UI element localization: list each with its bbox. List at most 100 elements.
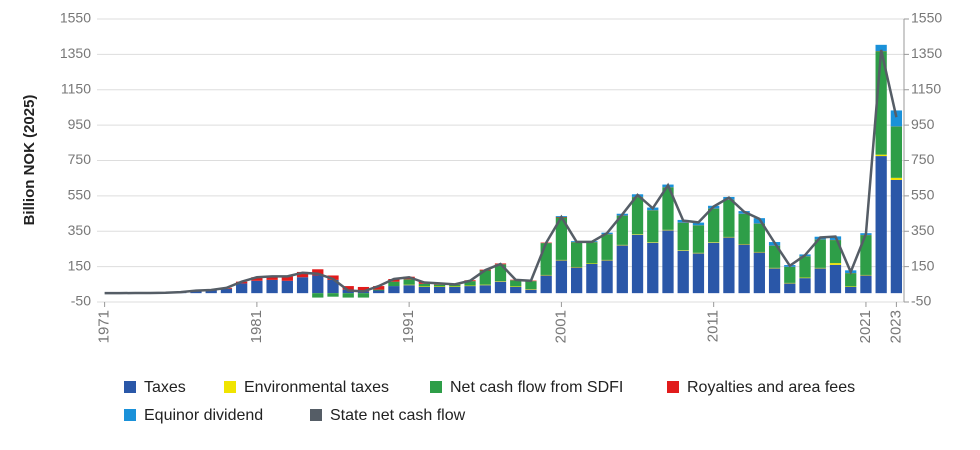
bar-segment [692, 225, 705, 253]
bar-segment [829, 264, 842, 294]
bar-segment [845, 286, 857, 294]
bar-segment [708, 208, 720, 243]
bar-segment [753, 251, 765, 253]
bar-segment [814, 268, 826, 294]
y2-tick-label: 750 [911, 151, 935, 167]
y-tick-label: 350 [68, 222, 92, 238]
bar-segment [555, 259, 568, 261]
bar-segment [479, 270, 491, 285]
bar-segment [433, 284, 446, 287]
bar-segment [723, 237, 735, 294]
y2-tick-label: 350 [911, 222, 935, 238]
legend-label: Environmental taxes [244, 379, 389, 396]
y2-tick-label: 1550 [911, 10, 942, 26]
bar-segment [205, 290, 217, 294]
y-tick-label: 1550 [60, 10, 91, 26]
y2-tick-label: 150 [911, 257, 935, 273]
bar-segment [281, 276, 293, 281]
bar-segment [525, 281, 537, 290]
bar-segment [510, 280, 522, 287]
bar-segment [768, 268, 781, 294]
bar-segment [799, 256, 811, 278]
y2-tick-label: -50 [911, 293, 931, 309]
legend-label: Net cash flow from SDFI [450, 379, 623, 396]
bar-segment [540, 243, 552, 275]
bar-segment [342, 286, 354, 290]
bar-segment [190, 291, 202, 294]
bar-segment [784, 283, 796, 294]
bar-segment [403, 284, 415, 286]
bar-segment [784, 266, 796, 283]
bar-segment [799, 277, 811, 279]
bar-segment [327, 279, 339, 294]
bar-segment [784, 282, 796, 284]
bar-segment [586, 263, 598, 294]
bar-segment [494, 281, 507, 294]
y-tick-label: 1150 [61, 80, 91, 96]
bar-segment [357, 286, 370, 292]
y2-tick-label: 1150 [911, 80, 941, 96]
x-tick-label: 1981 [248, 310, 265, 343]
x-tick-label: 2023 [887, 310, 904, 343]
y2-tick-label: 950 [911, 116, 935, 132]
bar-segment [418, 283, 431, 287]
bar-segment [555, 217, 568, 260]
bar-segment [768, 267, 781, 269]
legend: Taxes Environmental taxes Net cash flow fr… [124, 379, 855, 424]
bar-segment [616, 245, 628, 294]
bar-segment [570, 242, 583, 267]
y-tick-label: 950 [68, 116, 92, 132]
bar-segment [479, 285, 491, 294]
x-tick-label: 2021 [857, 310, 874, 343]
bar-segment [738, 244, 750, 294]
bar-segment [342, 293, 354, 298]
bar-segment [525, 289, 537, 294]
legend-marker [124, 381, 136, 393]
bar-segment [327, 275, 339, 280]
bar-segment [738, 213, 750, 244]
bar-segment [540, 275, 552, 294]
bar-segment [281, 280, 293, 294]
bar-segment [418, 286, 431, 287]
bar-segment [692, 253, 705, 294]
bar-segment [875, 44, 887, 52]
bar-segment [677, 250, 689, 251]
bar-segment [586, 263, 598, 264]
legend-marker [667, 381, 679, 393]
bar-segment [616, 215, 628, 245]
bar-segment [677, 222, 689, 251]
legend-label: Royalties and area fees [687, 379, 855, 396]
bar-segment [845, 286, 857, 287]
bar-segment [220, 288, 233, 294]
bar-segment [799, 278, 811, 294]
bar-segment [555, 260, 568, 294]
bar-segment [662, 229, 674, 231]
bar-segment [753, 252, 765, 294]
bar-segment [494, 281, 507, 282]
bar-segment [479, 284, 491, 286]
bar-segment [494, 264, 507, 282]
bar-segment [738, 243, 750, 245]
bar-segment [662, 187, 674, 230]
line [104, 49, 898, 295]
bar-segment [540, 274, 552, 276]
bar-segment [875, 51, 887, 155]
bar-segment [601, 259, 613, 261]
x-tick-label: 1971 [96, 310, 113, 343]
x-tick-label: 2011 [705, 310, 722, 342]
bar-segment [875, 156, 887, 294]
legend-marker [310, 409, 322, 421]
bar-segment [403, 285, 415, 294]
bar-segment [266, 279, 278, 294]
bar-segment [357, 293, 370, 298]
bar-segment [829, 240, 842, 264]
bar-segment [327, 293, 339, 297]
y-tick-label: 750 [68, 151, 92, 167]
bar-segment [312, 275, 324, 294]
bar-segment [890, 179, 903, 294]
bar-segment [860, 274, 872, 276]
bar-segment [312, 293, 324, 298]
bar-segment [525, 289, 537, 290]
legend-marker [224, 381, 236, 393]
bar-segment [433, 286, 446, 294]
